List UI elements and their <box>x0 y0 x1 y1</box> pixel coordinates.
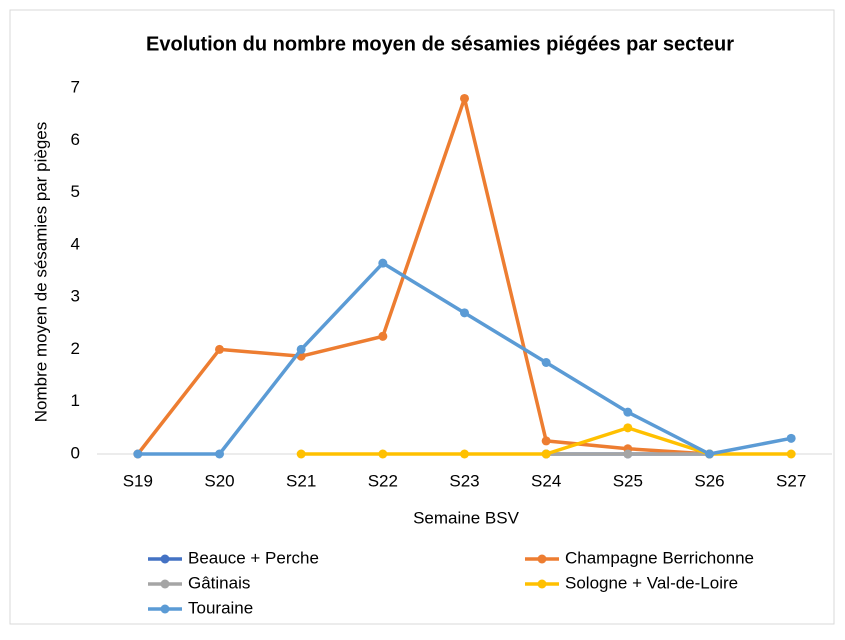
y-tick-label: 1 <box>71 391 80 410</box>
data-point <box>541 449 551 459</box>
chart-frame <box>9 9 835 625</box>
data-point <box>786 449 796 459</box>
x-tick-label: S25 <box>613 471 643 490</box>
data-point <box>623 423 633 433</box>
data-point <box>541 358 551 367</box>
x-axis-label: Semaine BSV <box>413 508 519 527</box>
y-tick-label: 7 <box>71 77 80 96</box>
x-tick-label: S20 <box>204 471 234 490</box>
legend-marker <box>160 579 170 589</box>
y-tick-label: 0 <box>71 443 80 462</box>
legend-marker <box>160 604 170 614</box>
data-point <box>215 344 224 354</box>
legend-marker <box>537 579 547 589</box>
x-tick-label: S26 <box>694 471 724 490</box>
data-point <box>296 344 306 354</box>
data-point <box>541 436 551 446</box>
data-point <box>623 449 633 459</box>
data-point <box>623 407 633 417</box>
data-point <box>460 93 469 103</box>
legend-label: Champagne Berrichonne <box>565 548 754 567</box>
data-point <box>378 331 388 341</box>
x-tick-label: S24 <box>531 471 561 490</box>
x-tick-label: S27 <box>776 471 806 490</box>
y-tick-label: 4 <box>71 234 80 253</box>
x-tick-label: S19 <box>123 471 153 490</box>
x-tick-label: S22 <box>368 471 398 490</box>
data-point <box>133 449 143 459</box>
y-tick-label: 6 <box>71 130 80 149</box>
legend-marker <box>537 554 547 564</box>
y-tick-label: 5 <box>71 182 80 201</box>
legend-label: Touraine <box>188 598 253 617</box>
series-line <box>136 96 710 456</box>
data-point <box>460 449 469 459</box>
chart-title: Evolution du nombre moyen de sésamies pi… <box>146 33 734 55</box>
legend-label: Sologne + Val-de-Loire <box>565 573 738 592</box>
data-point <box>296 449 306 459</box>
y-tick-label: 3 <box>71 287 80 306</box>
y-axis-label: Nombre moyen de sésamies par pièges <box>31 122 50 422</box>
data-point <box>705 449 714 459</box>
data-point <box>378 258 388 268</box>
data-point <box>378 449 388 459</box>
y-tick-label: 2 <box>71 339 80 358</box>
data-point <box>460 308 469 318</box>
legend-label: Beauce + Perche <box>188 548 319 567</box>
data-point <box>786 433 796 443</box>
data-point <box>215 449 224 459</box>
legend-label: Gâtinais <box>188 573 250 592</box>
x-tick-label: S23 <box>449 471 479 490</box>
x-tick-label: S21 <box>286 471 316 490</box>
legend-marker <box>160 554 170 564</box>
